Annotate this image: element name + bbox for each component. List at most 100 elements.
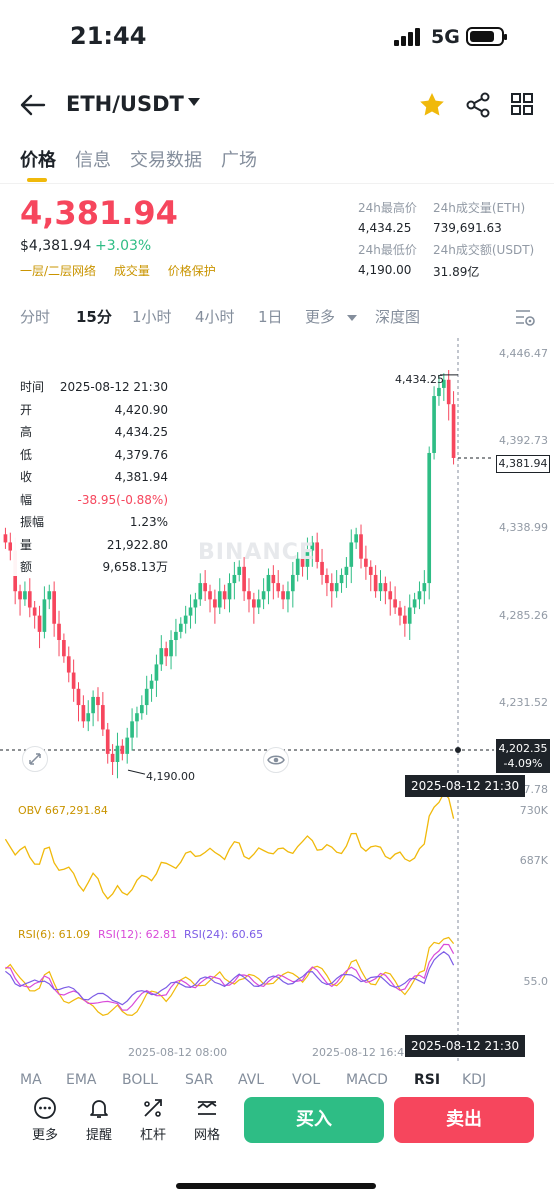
candle-body [183, 615, 188, 624]
alert-button[interactable]: 提醒 [79, 1096, 119, 1143]
candle-body [364, 558, 368, 567]
interval-timeline[interactable]: 分时 [20, 308, 51, 326]
candle-body [412, 599, 417, 608]
tab-info[interactable]: 信息 [75, 150, 111, 171]
rsi6-label: RSI(6): 61.09 [18, 928, 91, 941]
candle-body [149, 680, 154, 689]
status-time: 21:44 [70, 22, 147, 50]
tag-volume[interactable]: 成交量 [113, 264, 150, 278]
eye-icon[interactable] [263, 747, 289, 773]
indicator-ema[interactable]: EMA [66, 1072, 97, 1088]
candle-body [446, 379, 451, 405]
interval-4h[interactable]: 4小时 [195, 308, 235, 326]
candle-body [261, 591, 266, 600]
indicator-rsi[interactable]: RSI [414, 1072, 441, 1088]
candle-body [281, 591, 285, 600]
candle-body [164, 648, 169, 657]
tag-price-protection[interactable]: 价格保护 [167, 264, 216, 278]
stat-vol-eth: 24h成交量(ETH) 739,691.63 [433, 199, 525, 235]
candle-body [62, 640, 66, 657]
stat-vol-usdt-value: 31.89亿 [433, 265, 480, 279]
candle-body [232, 574, 237, 584]
alert-label: 提醒 [85, 1128, 112, 1143]
indicator-boll[interactable]: BOLL [122, 1072, 158, 1088]
indicator-avl[interactable]: AVL [238, 1072, 265, 1088]
candle-body [290, 574, 295, 592]
rsi12-label: RSI(12): 62.81 [98, 928, 178, 941]
candle-body [368, 566, 373, 575]
indicator-kdj[interactable]: KDJ [462, 1072, 487, 1088]
candle-body [217, 591, 222, 608]
stat-vol-usdt-label: 24h成交额(USDT) [433, 243, 535, 257]
candle-body [86, 713, 91, 722]
tag-layer[interactable]: 一层/二层网络 [20, 264, 97, 278]
candle-body [174, 631, 178, 641]
back-arrow-icon[interactable] [18, 90, 48, 120]
candle-body [169, 640, 173, 657]
indicator-vol[interactable]: VOL [292, 1072, 321, 1088]
candle-body [125, 737, 130, 754]
grid-icon[interactable] [510, 92, 534, 116]
interval-1h[interactable]: 1小时 [132, 308, 172, 326]
favorite-star-icon[interactable] [418, 91, 446, 119]
candle-body [37, 615, 42, 632]
low-marker-label: 4,190.00 [146, 770, 195, 783]
candle-body [378, 583, 383, 592]
info-value: 4,434.25 [114, 425, 168, 439]
candle-body [178, 623, 183, 632]
candle-body [76, 688, 81, 706]
info-value: 4,379.76 [114, 447, 168, 462]
more-button[interactable]: 更多 [25, 1096, 65, 1143]
indicator-ma[interactable]: MA [20, 1072, 42, 1088]
pair-selector[interactable]: ETH/USDT [66, 92, 184, 116]
candle-body [159, 648, 164, 665]
chevron-down-icon[interactable] [347, 315, 357, 321]
leverage-button[interactable]: 杠杆 [133, 1096, 173, 1143]
info-key: 幅 [20, 492, 33, 507]
price-axis-tick: 4,446.47 [499, 347, 548, 360]
interval-1d[interactable]: 1日 [258, 308, 283, 326]
tab-square[interactable]: 广场 [221, 150, 257, 171]
header: ETH/USDT [0, 80, 554, 130]
sell-button[interactable]: 卖出 [394, 1097, 534, 1143]
interval-more[interactable]: 更多 [305, 308, 336, 326]
info-value: -38.95(-0.88%) [77, 492, 169, 507]
home-indicator [176, 1183, 376, 1189]
candle-body [66, 656, 71, 673]
stat-low: 24h最低价 4,190.00 [358, 241, 417, 277]
candle-body [427, 452, 432, 584]
tab-trading-data[interactable]: 交易数据 [130, 150, 202, 171]
leverage-label: 杠杆 [139, 1128, 166, 1143]
kline-canvas[interactable] [0, 338, 554, 1078]
candle-body [237, 566, 242, 575]
candle-body [198, 583, 203, 600]
chart-settings-icon[interactable] [514, 306, 536, 328]
interval-bar: 分时 15分 1小时 4小时 1日 更多 深度图 [0, 306, 554, 330]
interval-15m[interactable]: 15分 [76, 308, 112, 326]
stat-vol-eth-value: 739,691.63 [433, 221, 502, 235]
kline-chart[interactable] [0, 338, 554, 1078]
price-tags: 一层/二层网络 成交量 价格保护 [20, 262, 230, 279]
candle-body [227, 583, 232, 600]
info-value: 4,381.94 [114, 470, 168, 484]
chevron-down-icon[interactable] [188, 98, 200, 106]
info-key: 时间 [20, 380, 45, 394]
candle-body [300, 558, 305, 567]
tab-price[interactable]: 价格 [20, 150, 56, 171]
candle-body [105, 729, 110, 754]
info-key: 振幅 [20, 515, 45, 529]
candle-body [266, 574, 271, 592]
crosshair-price-label: 4,202.35 -4.09% [496, 739, 550, 773]
binance-watermark: BINANCE [198, 540, 315, 565]
interval-depth[interactable]: 深度图 [375, 308, 421, 326]
info-value: 21,922.80 [106, 537, 168, 552]
candle-body [139, 705, 144, 714]
candle-body [120, 745, 125, 754]
expand-icon[interactable] [22, 746, 48, 772]
indicator-macd[interactable]: MACD [346, 1072, 388, 1088]
share-icon[interactable] [464, 91, 492, 119]
network-label: 5G [431, 26, 460, 48]
grid-trading-button[interactable]: 网格 [187, 1096, 227, 1143]
indicator-sar[interactable]: SAR [185, 1072, 214, 1088]
buy-button[interactable]: 买入 [244, 1097, 384, 1143]
